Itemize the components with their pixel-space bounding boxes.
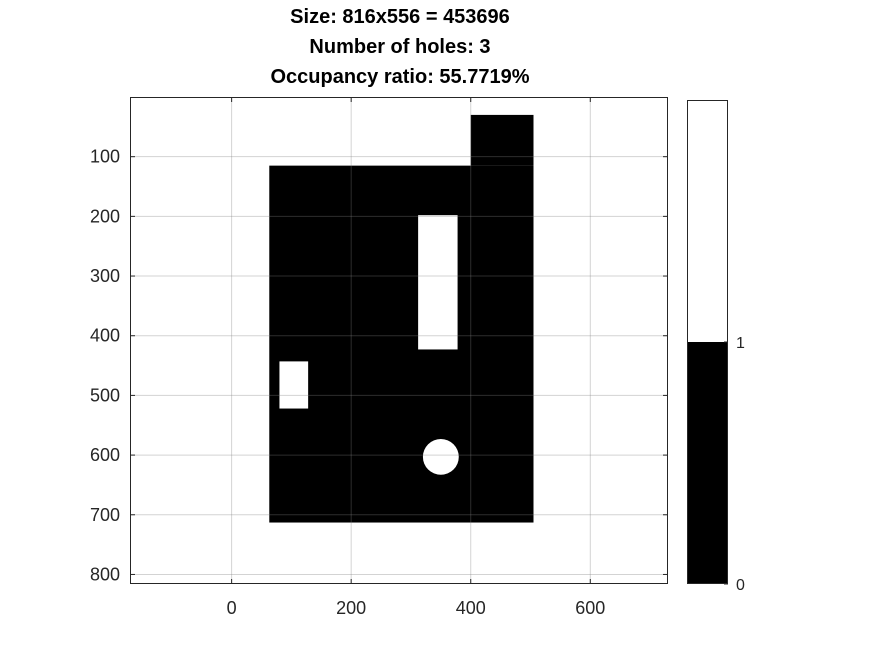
colorbar-segment-1 [687,100,728,342]
x-axis: 0 200 400 600 [227,97,605,618]
occupied-region-0 [269,165,534,523]
title-number-of-holes: Number of holes: 3 [309,36,491,58]
grid [130,97,668,584]
hole-1 [279,361,309,409]
y-tick-label-5: 600 [90,445,120,465]
axes-box [130,97,668,584]
y-axis: 100 200 300 400 500 600 700 800 [90,147,668,584]
y-tick-label-3: 400 [90,326,120,346]
x-tick-label-2: 400 [456,598,486,618]
y-tick-label-7: 800 [90,564,120,584]
image [269,114,534,523]
hole-2 [422,438,459,475]
occupied-region-1 [470,114,534,166]
x-tick-label-1: 200 [336,598,366,618]
y-tick-label-1: 200 [90,206,120,226]
y-tick-label-6: 700 [90,505,120,525]
y-tick-label-2: 300 [90,266,120,286]
colorbar-segment-0 [687,342,728,584]
y-tick-label-0: 100 [90,147,120,167]
colorbar-tick-label-0: 0 [736,577,745,594]
hole-0 [418,215,458,350]
x-tick-label-3: 600 [575,598,605,618]
x-tick-label-0: 0 [227,598,237,618]
title-occupancy-ratio: Occupancy ratio: 55.7719% [270,66,530,88]
axes: 0 200 400 600 100 200 300 400 500 600 700 800 [90,97,668,618]
colorbar: 01 [687,100,745,594]
title-size: Size: 816x556 = 453696 [290,6,510,28]
colorbar-tick-label-1: 1 [736,335,745,352]
y-tick-label-4: 500 [90,385,120,405]
